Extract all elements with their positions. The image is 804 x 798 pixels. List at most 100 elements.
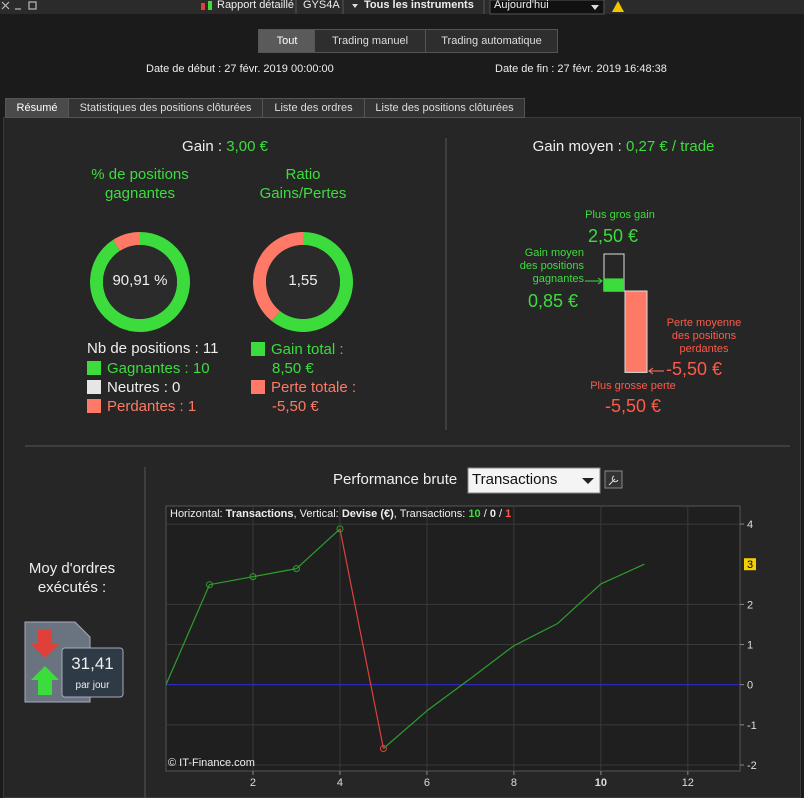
- totals-legend: Gain total : 8,50 € Perte totale : -5,50 €: [251, 340, 356, 416]
- line-segment: [513, 623, 558, 647]
- bar: [604, 278, 624, 291]
- x-tick-label: 8: [511, 777, 517, 789]
- x-tick-label: 12: [682, 777, 694, 789]
- bar-label: Plus grosse perte: [590, 380, 676, 392]
- legend-row: Gain total :: [251, 340, 356, 359]
- value: 27 févr. 2019 00:00:00: [224, 63, 334, 75]
- value: 27 févr. 2019 16:48:38: [557, 63, 667, 75]
- line-segment: [252, 568, 297, 578]
- line-segment: [426, 678, 471, 712]
- report-label: Rapport détaillé: [217, 0, 295, 11]
- count: 10: [468, 508, 481, 520]
- period-dropdown[interactable]: [489, 0, 605, 15]
- donut-segment: [112, 232, 140, 251]
- arrow: [585, 277, 603, 285]
- legend-row: Gagnantes : 10: [87, 359, 210, 378]
- line-segment: [296, 528, 341, 570]
- scope-arrow[interactable]: [352, 4, 358, 8]
- dropdown-arrow[interactable]: [591, 5, 599, 10]
- legend-value: -5,50 €: [272, 398, 319, 415]
- ratio-value: 1,55: [288, 272, 318, 289]
- warning-icon: [612, 1, 624, 12]
- report-icon: [201, 1, 212, 10]
- text: Horizontal:: [170, 508, 223, 520]
- line-segment: [600, 563, 645, 585]
- legend-row: Neutres : 0: [87, 378, 210, 397]
- legend-label: Perte totale :: [271, 379, 357, 396]
- tab[interactable]: Liste des ordres: [262, 98, 365, 118]
- orders-title: Moy d'ordres exécutés :: [28, 560, 116, 596]
- filter-button[interactable]: Tout: [258, 29, 316, 53]
- win-rate-title: % de positions gagnantes: [91, 166, 189, 202]
- legend-label: Perdantes :: [107, 398, 184, 415]
- y-tick-label: 1: [747, 640, 753, 652]
- selector-value[interactable]: Transactions: [472, 471, 558, 488]
- y-tick-label: -2: [747, 760, 757, 772]
- point: [249, 573, 257, 581]
- bar-label: Perte moyenne des positions perdantes: [666, 317, 742, 355]
- y-tick-label: 0: [747, 680, 753, 692]
- count: 1: [505, 508, 512, 520]
- label: Nb de positions :: [87, 340, 199, 357]
- x-tick-label: 4: [337, 777, 343, 789]
- bar: [625, 291, 647, 373]
- value: 11: [202, 340, 219, 357]
- credit: © IT-Finance.com: [168, 757, 255, 769]
- last-value-badge: [744, 558, 756, 571]
- period[interactable]: Aujourd'hui: [494, 0, 549, 11]
- x-tick-label: 6: [424, 777, 430, 789]
- legend-label: Gagnantes :: [107, 360, 189, 377]
- window-buttons[interactable]: [1, 1, 37, 10]
- separators: [295, 0, 485, 14]
- label: Date de début :: [146, 63, 222, 75]
- line-segment: [383, 710, 428, 749]
- end-date: Date de fin : 27 févr. 2019 16:48:38: [495, 63, 667, 75]
- plot-area: [165, 505, 741, 772]
- wrench-icon[interactable]: [608, 475, 619, 486]
- legend-value: 8,50 €: [272, 360, 314, 377]
- legend-row: Perdantes : 1: [87, 397, 210, 416]
- y-tick-label: 4: [747, 519, 753, 531]
- dropdown-arrow[interactable]: [582, 478, 594, 484]
- tab[interactable]: Résumé: [5, 98, 69, 118]
- legend-count: 0: [172, 379, 181, 396]
- last-value-label: 3: [747, 559, 753, 571]
- orders-unit: par jour: [75, 680, 110, 691]
- text: Transactions: [225, 508, 294, 520]
- filter-button[interactable]: Trading manuel: [314, 29, 426, 53]
- sep: /: [499, 508, 503, 520]
- label: Gain moyen :: [532, 138, 622, 155]
- instrument[interactable]: GYS4A: [303, 0, 340, 11]
- start-date: Date de début : 27 févr. 2019 00:00:00: [146, 63, 334, 75]
- tab[interactable]: Statistiques des positions clôturées: [68, 98, 263, 118]
- legend-swatch: [251, 380, 265, 394]
- point: [292, 565, 300, 573]
- ratio-title: Ratio Gains/Pertes: [259, 166, 347, 202]
- settings-button[interactable]: [604, 470, 623, 489]
- text: , Vertical:: [293, 508, 339, 520]
- chart-title: Performance brute: [333, 471, 458, 488]
- bar-label: Gain moyen des positions gagnantes: [519, 247, 584, 285]
- line-segment: [209, 576, 254, 586]
- line-segment: [165, 584, 211, 685]
- y-tick-label: -1: [747, 720, 757, 732]
- legend-swatch: [87, 399, 101, 413]
- line-segment: [556, 583, 602, 625]
- bar-label: Plus gros gain: [585, 209, 655, 221]
- scope[interactable]: Tous les instruments: [364, 0, 474, 11]
- gain: Gain : 3,00 €: [75, 138, 375, 155]
- legend: Gagnantes : 10 Neutres : 0 Perdantes : 1: [87, 359, 210, 416]
- label: Date de fin :: [495, 63, 555, 75]
- arrow: [648, 367, 664, 375]
- label: Gain :: [182, 138, 223, 155]
- value: 0,27 € / trade: [625, 138, 715, 155]
- positions: Nb de positions : 11: [87, 340, 218, 357]
- bar-value: -5,50 €: [604, 396, 662, 416]
- donut-hole: [266, 245, 340, 319]
- filter-button[interactable]: Trading automatique: [425, 29, 558, 53]
- tab[interactable]: Liste des positions clôturées: [364, 98, 525, 118]
- donut-hole: [103, 245, 177, 319]
- selector-dropdown[interactable]: [467, 467, 601, 494]
